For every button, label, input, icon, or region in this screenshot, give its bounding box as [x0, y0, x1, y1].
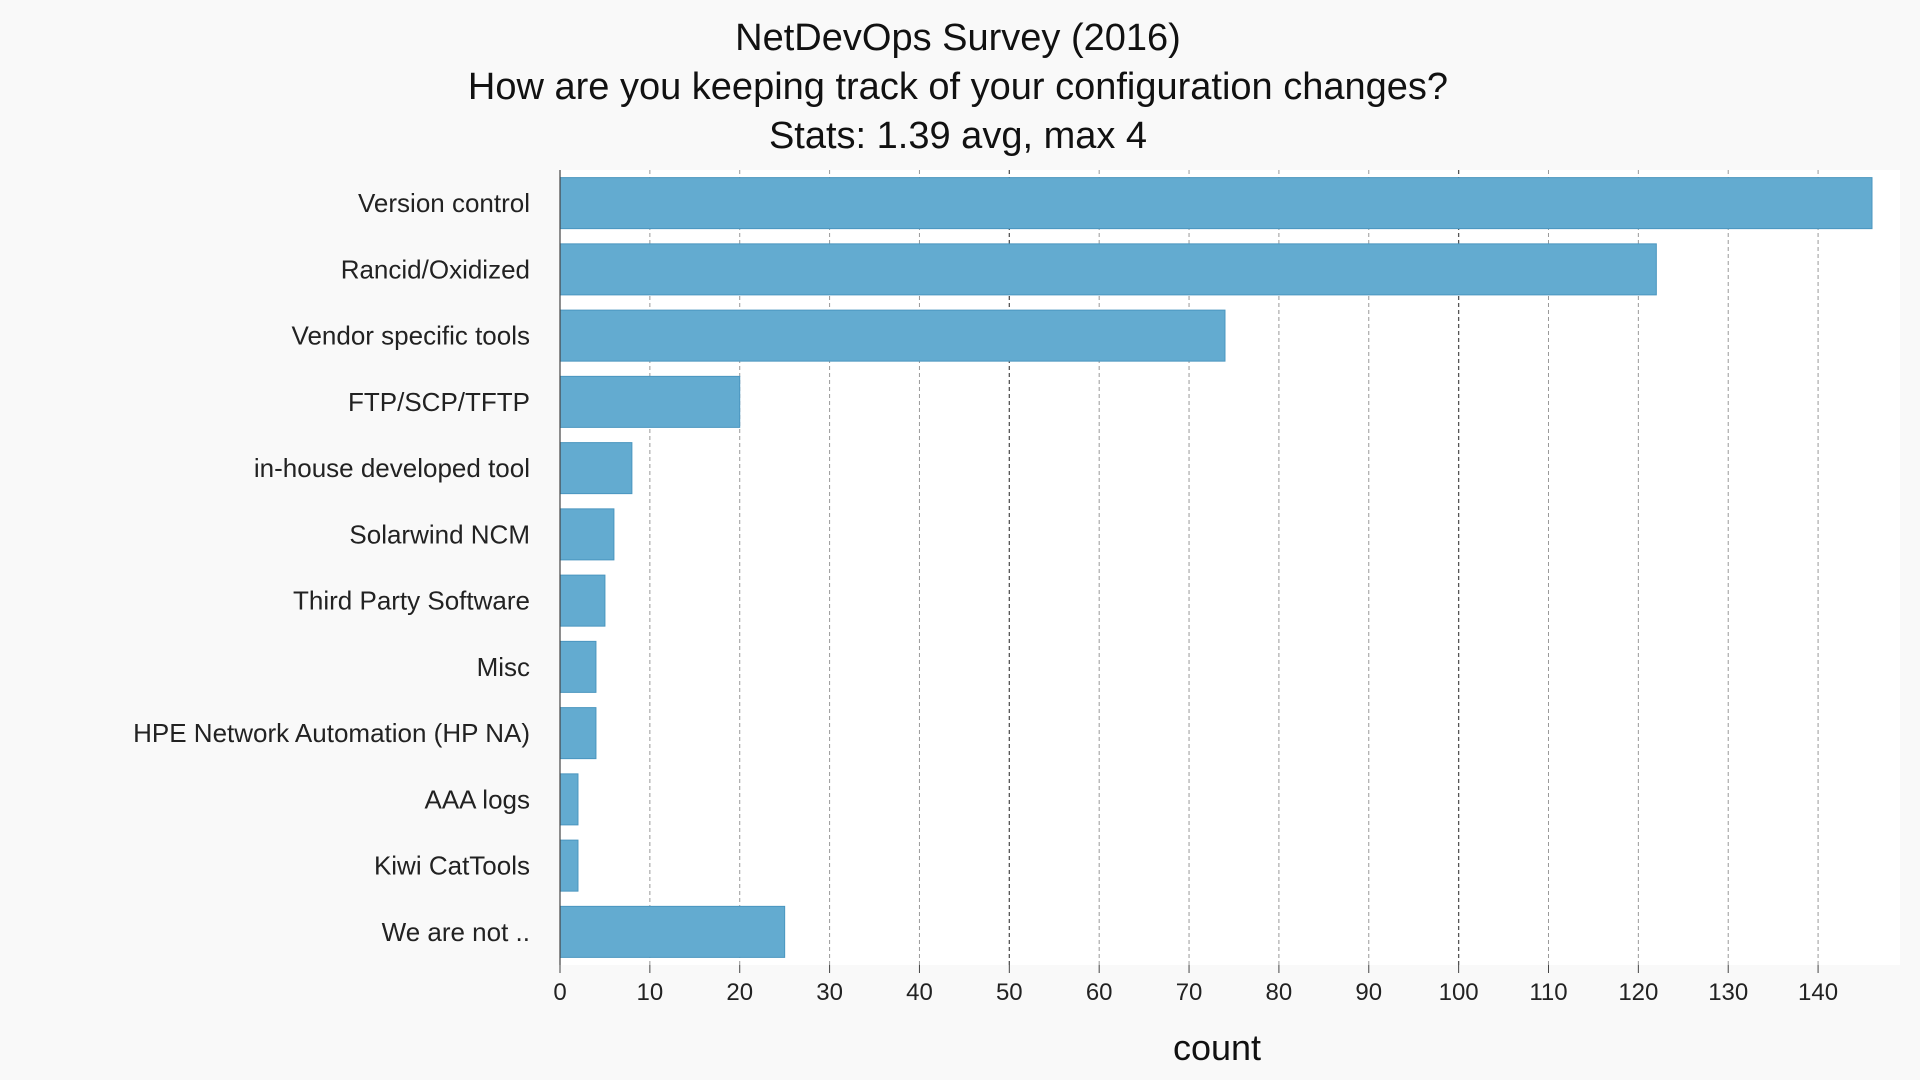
x-tick-label: 90	[1355, 979, 1382, 1006]
category-label: AAA logs	[424, 784, 530, 814]
bar	[559, 442, 633, 495]
category-labels: Version control Rancid/Oxidized Vendor spe…	[133, 188, 530, 947]
bar	[559, 707, 597, 760]
x-tick-label: 60	[1086, 979, 1113, 1006]
chart-title-line-3: Stats: 1.39 avg, max 4	[769, 115, 1147, 157]
category-label: HPE Network Automation (HP NA)	[133, 718, 530, 748]
x-tick-label: 100	[1439, 979, 1479, 1006]
bar	[559, 508, 615, 561]
bar	[559, 773, 579, 826]
x-tick-label: 40	[906, 979, 933, 1006]
x-tick-label: 140	[1798, 979, 1838, 1006]
x-tick-label: 10	[637, 979, 664, 1006]
x-tick-label: 30	[816, 979, 843, 1006]
plot-area	[560, 170, 1900, 965]
category-label: Third Party Software	[293, 586, 530, 616]
x-tick-label: 110	[1529, 979, 1567, 1006]
category-label: We are not ..	[382, 917, 530, 947]
x-tick-label: 70	[1176, 979, 1203, 1006]
x-axis-ticks: 0 10 20 30 40 50 60 70 80 90 100 110 120 130 140	[553, 965, 1838, 1006]
bar	[559, 574, 606, 627]
category-label: FTP/SCP/TFTP	[348, 387, 530, 417]
bar	[559, 177, 1873, 230]
x-axis-title: count	[1173, 1027, 1261, 1068]
chart-title: NetDevOps Survey (2016) How are you keep…	[468, 17, 1448, 157]
bar	[559, 905, 786, 958]
x-tick-label: 0	[553, 979, 566, 1006]
x-tick-label: 50	[996, 979, 1023, 1006]
category-label: Solarwind NCM	[349, 519, 530, 549]
x-tick-label: 130	[1708, 979, 1748, 1006]
bar	[559, 243, 1657, 296]
bar	[559, 839, 579, 892]
category-label: in-house developed tool	[254, 453, 530, 483]
bar	[559, 309, 1226, 362]
category-label: Version control	[358, 188, 530, 218]
category-label: Kiwi CatTools	[374, 851, 530, 881]
chart-title-line-1: NetDevOps Survey (2016)	[735, 17, 1181, 59]
category-label: Misc	[477, 652, 530, 682]
category-label: Vendor specific tools	[292, 321, 530, 351]
bar	[559, 375, 741, 428]
bars	[559, 177, 1873, 958]
category-label: Rancid/Oxidized	[341, 254, 530, 284]
x-tick-label: 20	[726, 979, 753, 1006]
chart-title-line-2: How are you keeping track of your config…	[468, 66, 1448, 108]
x-tick-label: 80	[1266, 979, 1293, 1006]
bar	[559, 640, 597, 693]
x-tick-label: 120	[1618, 979, 1658, 1006]
